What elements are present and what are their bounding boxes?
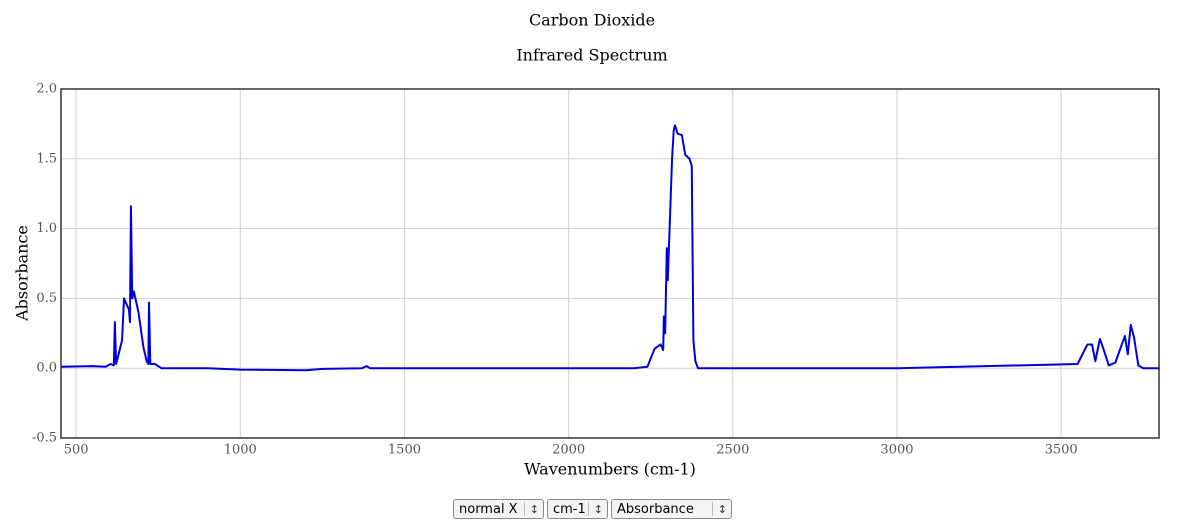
chart-title: Carbon Dioxide — [529, 11, 655, 30]
unit-select[interactable]: cm-1 — [547, 499, 608, 520]
select-text: cm-1 — [553, 502, 586, 517]
y-tick-label: 1.0 — [36, 221, 57, 236]
y-tick-label: 0.5 — [36, 291, 57, 306]
controls: normal X cm-1 Absorbance — [453, 499, 732, 520]
plot-frame — [60, 88, 1160, 439]
x-tick-label: 3000 — [880, 443, 913, 458]
spectrum-line — [61, 124, 1160, 372]
y-tick-label: 0.0 — [36, 361, 57, 376]
chart-subtitle: Infrared Spectrum — [516, 46, 667, 65]
x-tick-label: 2000 — [552, 443, 585, 458]
y-tick-label: 2.0 — [36, 82, 57, 97]
y-axis-label: Absorbance — [13, 225, 32, 322]
chart: Carbon Dioxide Infrared Spectrum Wavenum… — [13, 11, 1160, 479]
x-tick-label: 500 — [64, 443, 89, 458]
x-tick-label: 3500 — [1045, 443, 1078, 458]
x-tick-label: 1500 — [388, 443, 421, 458]
y-mode-select[interactable]: Absorbance — [611, 499, 732, 520]
select-text: Absorbance — [617, 502, 694, 517]
x-tick-label: 1000 — [224, 443, 257, 458]
x-tick-label: 2500 — [716, 443, 749, 458]
y-tick-label: 1.5 — [36, 151, 57, 166]
x-mode-select[interactable]: normal X — [453, 499, 544, 520]
x-axis-label: Wavenumbers (cm-1) — [524, 460, 696, 479]
select-text: normal X — [459, 502, 518, 517]
y-tick-label: -0.5 — [32, 431, 57, 446]
